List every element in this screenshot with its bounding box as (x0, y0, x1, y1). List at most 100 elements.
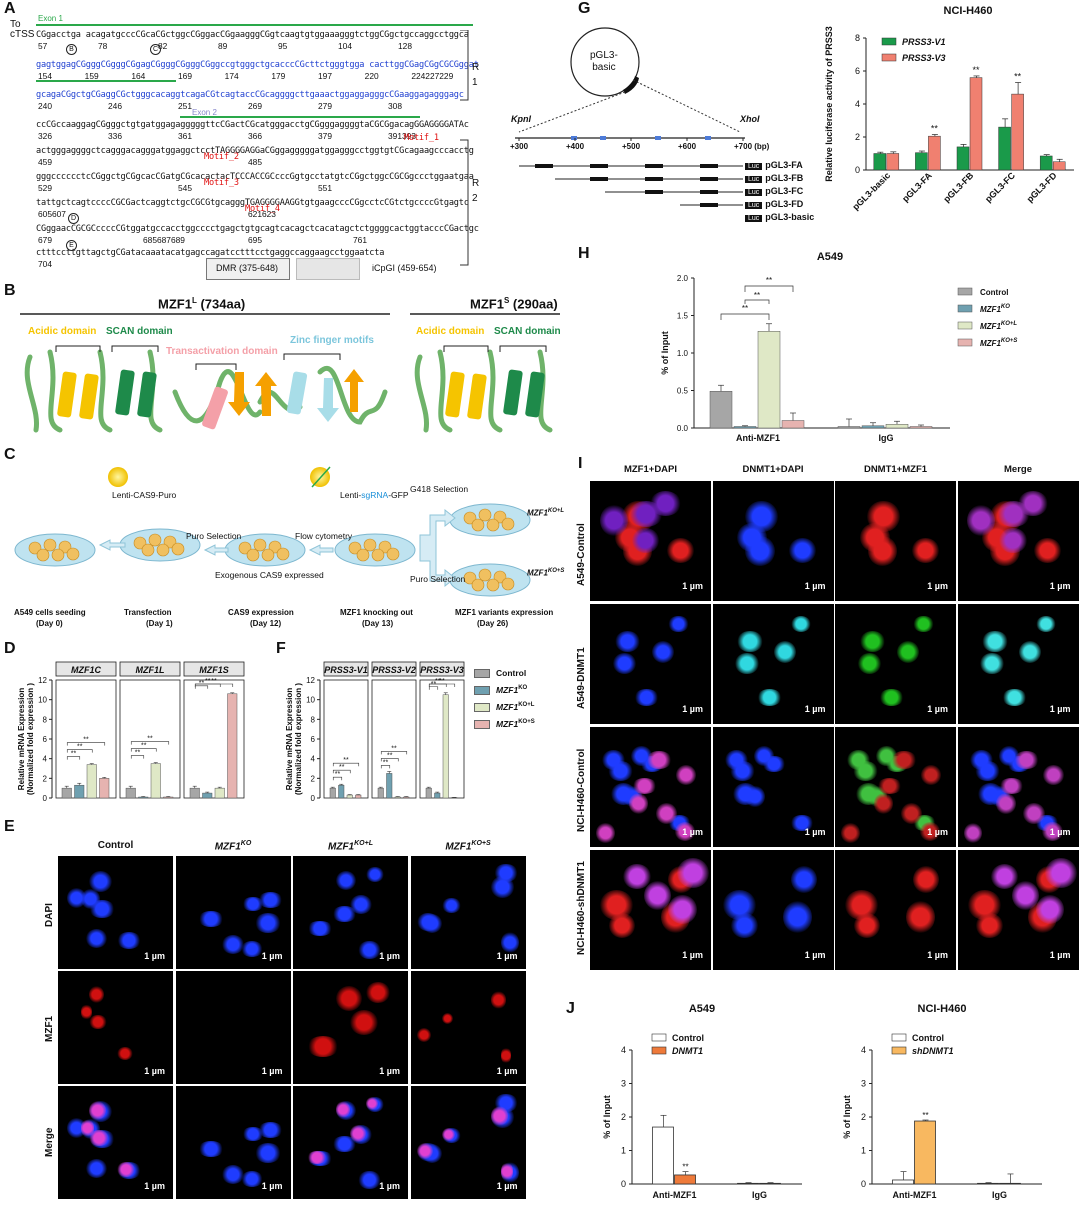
bar (86, 764, 97, 799)
region-r2-label: R 2 (472, 178, 480, 204)
cell-nucleus (634, 689, 660, 706)
cell-nucleus (350, 1124, 366, 1143)
sig-label: ** (83, 737, 89, 744)
facet-title: PRSS3-V3 (420, 665, 464, 675)
legend-label: shDNMT1 (912, 1046, 954, 1056)
position-number: 197 (318, 71, 332, 81)
cell-nucleus (366, 1096, 379, 1110)
kpni-label: KpnI (511, 114, 531, 124)
cell-nucleus (668, 615, 689, 633)
region-brackets (460, 30, 469, 266)
sig-label: ** (972, 65, 980, 75)
sig-bracket (380, 751, 408, 755)
construct-row: Luc pGL3-FB (745, 173, 803, 183)
micrograph: 1 µm (590, 850, 711, 970)
col-header: Control (97, 840, 134, 851)
legend-item: MZF1KO (474, 685, 527, 696)
mzf1s-name: MZF1 (470, 296, 504, 312)
cell-nucleus (494, 863, 519, 883)
exon2-bar (180, 116, 420, 118)
micrograph: 1 µm (58, 1086, 173, 1199)
y-tick-label: 0.0 (677, 424, 689, 433)
cell-nucleus (783, 901, 813, 933)
cell-nucleus (116, 931, 141, 949)
scale-bar-label: 1 µm (261, 951, 283, 961)
cell-nucleus (307, 921, 334, 936)
y-tick-label: 10 (306, 696, 315, 705)
sig-label: ** (922, 1111, 928, 1120)
cell-nucleus (358, 940, 382, 960)
sig-label: ** (335, 771, 341, 778)
position-number: 82 (158, 41, 168, 51)
sig-label: ** (766, 276, 772, 285)
cell-nucleus (628, 793, 649, 814)
x-tick-label: pGL3-FC (983, 170, 1017, 204)
y-tick-label: 0 (861, 1179, 866, 1189)
cell-nucleus (911, 538, 939, 563)
row-label: A549-Control (576, 523, 587, 586)
cell-nucleus (89, 870, 113, 892)
cell-nucleus (612, 653, 637, 674)
y-axis-label-2: (Normalized fold expression ) (26, 683, 35, 795)
mzf1l-length: (734aa) (196, 296, 246, 312)
sig-bracket (332, 762, 360, 767)
lenti-prefix: Lenti- (340, 490, 362, 500)
legend-label: MZF1 (496, 702, 519, 712)
cell-nucleus (990, 864, 1019, 890)
bar (1039, 155, 1053, 171)
legend-sup: KO+S (518, 719, 535, 726)
micrograph: 1 µm (712, 850, 834, 970)
bar (737, 1182, 759, 1185)
motif-label: Motif_4 (245, 204, 280, 214)
cell-nucleus (790, 866, 817, 894)
chart-title: NCI-H460 (918, 1003, 967, 1015)
sig-label: ** (383, 759, 389, 766)
sig-bracket (744, 285, 794, 292)
sig-bracket (332, 769, 351, 774)
step-title: A549 cells seeding (14, 608, 86, 617)
col-header: MZF1KO (214, 840, 252, 853)
position-number: 164 (131, 71, 146, 81)
lenti-sgrna-label: Lenti-sgRNA-GFP (340, 490, 409, 500)
mzf1l-name: MZF1 (158, 296, 192, 312)
position-number: 104 (338, 41, 352, 51)
cell-nucleus (896, 640, 919, 663)
puro-selection-2-label: Puro Selection (410, 574, 466, 584)
cell-nucleus (1044, 858, 1077, 889)
position-number: 679 (38, 235, 52, 245)
cell-nucleus (629, 501, 663, 527)
y-tick-label: 0 (43, 794, 48, 803)
legend-label: MZF1 (496, 719, 519, 729)
legend-swatch (651, 1046, 667, 1055)
bar (61, 787, 72, 799)
cell-nucleus (756, 689, 782, 706)
axis-tick-label: +700 (bp) (734, 142, 770, 151)
cell-nucleus (501, 1162, 514, 1182)
cell-nucleus (876, 778, 902, 794)
cell-nucleus (675, 764, 697, 785)
sig-label: ** (77, 744, 83, 751)
sig-label: ** (147, 736, 153, 743)
exogenous-cas9-label: Exogenous CAS9 expressed (215, 570, 324, 580)
bar (338, 784, 345, 799)
acidic-domain-label-l: Acidic domain (28, 326, 97, 337)
construct-row: Luc pGL3-FC (745, 186, 803, 196)
col-header-sup: KO (240, 840, 252, 847)
scale-bar-label: 1 µm (804, 581, 826, 591)
y-axis-label-2: (Normalized fold expression ) (294, 683, 303, 795)
cell-nucleus (80, 1004, 93, 1021)
cell-nucleus (744, 500, 778, 533)
cell-nucleus (255, 912, 281, 933)
legend-swatch (881, 37, 897, 46)
position-number: 391393 (388, 131, 416, 141)
y-axis-label: Relative mRNA Expression (17, 688, 26, 791)
scale-bar-label: 1 µm (682, 950, 703, 960)
position-number: 366 (248, 131, 262, 141)
bar (837, 426, 861, 429)
cell-nucleus (358, 1170, 382, 1190)
circled-marker: E (66, 240, 77, 251)
y-tick-label: 0 (855, 165, 860, 175)
cell-nucleus (873, 793, 894, 814)
cell-nucleus (255, 1142, 281, 1163)
position-number: 154 (38, 71, 52, 81)
